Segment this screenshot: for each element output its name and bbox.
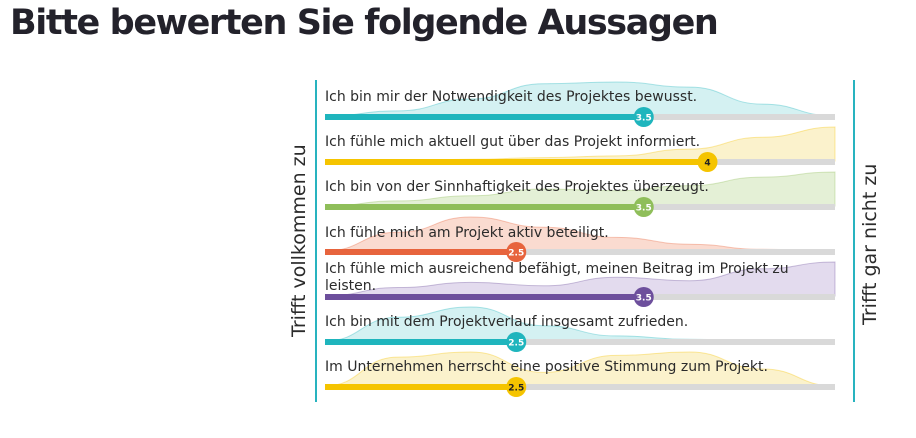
statement-label: Ich bin mir der Notwendigkeit des Projek… bbox=[325, 89, 698, 105]
bar-track bbox=[325, 339, 835, 345]
value-label: 3.5 bbox=[636, 204, 652, 214]
value-bar bbox=[325, 249, 517, 255]
statement-label: Ich fühle mich am Projekt aktiv beteilig… bbox=[325, 225, 609, 241]
left-scale-line bbox=[315, 80, 317, 402]
value-bar bbox=[325, 384, 517, 390]
value-bar bbox=[325, 204, 644, 210]
distribution-area bbox=[324, 171, 836, 207]
statement-label: Ich bin mit dem Projektverlauf insgesamt… bbox=[325, 314, 689, 330]
right-scale-line bbox=[853, 80, 855, 402]
value-label: 3.5 bbox=[636, 294, 652, 304]
value-marker bbox=[506, 332, 527, 352]
bar-track bbox=[325, 384, 835, 390]
value-bar bbox=[325, 114, 644, 120]
value-bar bbox=[325, 159, 708, 165]
statement-label: Ich fühle mich ausreichend befähigt, mei… bbox=[325, 261, 789, 294]
value-marker bbox=[633, 197, 654, 217]
distribution-area bbox=[324, 351, 836, 387]
value-label: 2.5 bbox=[508, 339, 524, 349]
statement-label: Im Unternehmen herrscht eine positive St… bbox=[325, 359, 768, 375]
page-title: Bitte bewerten Sie folgende Aussagen bbox=[10, 3, 719, 43]
distribution-area bbox=[324, 261, 836, 297]
value-marker bbox=[633, 287, 654, 307]
distribution-area bbox=[324, 81, 836, 117]
value-marker bbox=[506, 377, 527, 397]
value-marker bbox=[697, 152, 718, 172]
value-label: 2.5 bbox=[508, 249, 524, 259]
value-label: 4 bbox=[704, 159, 710, 169]
statement-label: Ich fühle mich aktuell gut über das Proj… bbox=[325, 134, 701, 150]
value-marker bbox=[506, 242, 527, 262]
value-bar bbox=[325, 339, 517, 345]
value-label: 2.5 bbox=[508, 384, 524, 394]
statement-label: Ich bin von der Sinnhaftigkeit des Proje… bbox=[325, 179, 709, 195]
value-bar bbox=[325, 294, 644, 300]
value-marker bbox=[633, 107, 654, 127]
bar-track bbox=[325, 249, 835, 255]
value-label: 3.5 bbox=[636, 114, 652, 124]
